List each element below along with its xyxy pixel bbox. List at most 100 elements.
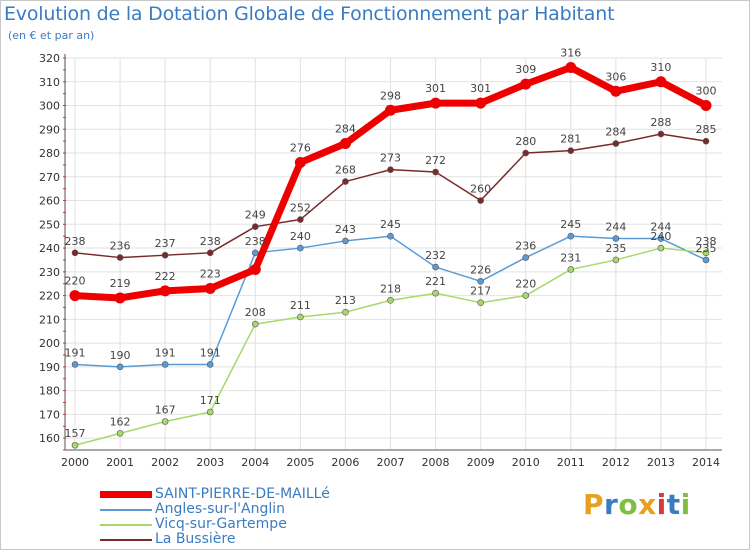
data-label: 249	[245, 209, 266, 222]
data-label: 301	[470, 82, 491, 95]
data-point	[161, 418, 169, 425]
data-point	[161, 361, 169, 368]
y-tick-label: 180	[39, 385, 60, 398]
logo-letter: o	[618, 488, 639, 521]
logo-letter: i	[656, 488, 667, 521]
y-tick-label: 250	[39, 218, 60, 231]
y-tick-label: 300	[39, 100, 60, 113]
data-label: 236	[110, 240, 131, 253]
data-label: 191	[200, 346, 221, 359]
data-label: 208	[245, 306, 266, 319]
data-label: 167	[155, 403, 176, 416]
data-label: 284	[335, 123, 356, 136]
x-tick-label: 2012	[602, 456, 630, 469]
legend-swatch-la-bussiere	[100, 539, 152, 541]
x-tick-label: 2002	[151, 456, 179, 469]
y-tick-label: 240	[39, 242, 60, 255]
data-point	[71, 441, 79, 449]
x-tick-label: 2000	[61, 456, 89, 469]
legend-label-angles: Angles-sur-l'Anglin	[155, 501, 285, 517]
proxiti-logo: Proxiti	[583, 488, 691, 521]
data-label: 240	[290, 230, 311, 243]
legend-swatch-vicq	[100, 524, 152, 526]
data-point	[387, 166, 394, 173]
data-point	[342, 178, 349, 185]
data-point	[475, 97, 487, 109]
y-tick-label: 210	[39, 313, 60, 326]
x-tick-label: 2005	[286, 456, 314, 469]
data-label: 238	[200, 235, 221, 248]
data-label: 238	[696, 235, 717, 248]
data-point	[700, 100, 712, 112]
x-tick-label: 2009	[467, 456, 495, 469]
data-label: 211	[290, 299, 311, 312]
data-point	[655, 76, 667, 88]
data-label: 273	[380, 152, 401, 165]
data-label: 260	[470, 183, 491, 196]
y-tick-label: 160	[39, 432, 60, 445]
data-point	[342, 308, 349, 316]
data-label: 237	[155, 237, 176, 250]
data-label: 281	[560, 133, 581, 146]
data-label: 252	[290, 202, 311, 215]
data-label: 222	[155, 270, 176, 283]
data-point	[206, 361, 214, 368]
data-point	[294, 157, 306, 169]
data-label: 245	[380, 218, 401, 231]
data-label: 245	[560, 218, 581, 231]
logo-letter: x	[638, 488, 657, 521]
data-point	[342, 237, 349, 245]
data-point	[161, 251, 169, 259]
y-tick-label: 320	[39, 52, 60, 65]
chart-subtitle: (en € et par an)	[8, 29, 95, 42]
data-point	[69, 290, 81, 302]
data-label: 310	[650, 61, 671, 74]
x-tick-label: 2011	[557, 456, 585, 469]
data-label: 244	[650, 221, 671, 234]
y-tick-label: 260	[39, 195, 60, 208]
data-point	[612, 140, 620, 147]
data-point	[116, 363, 124, 371]
data-label: 272	[425, 154, 446, 167]
data-point	[297, 244, 304, 252]
data-label: 171	[200, 394, 221, 407]
data-point	[567, 232, 575, 240]
x-tick-label: 2010	[512, 456, 540, 469]
x-tick-label: 2004	[241, 456, 269, 469]
data-point	[612, 235, 620, 242]
data-label: 217	[470, 285, 491, 298]
data-point	[204, 282, 216, 294]
data-point	[297, 313, 304, 321]
data-point	[702, 249, 710, 257]
data-label: 284	[605, 126, 626, 139]
chart-title: Evolution de la Dotation Globale de Fonc…	[4, 3, 615, 25]
data-point	[114, 292, 126, 304]
data-point	[522, 149, 530, 157]
data-point	[385, 104, 396, 116]
data-point	[432, 168, 439, 176]
data-label: 309	[515, 63, 536, 76]
data-point	[657, 130, 665, 138]
legend-label-la-bussiere: La Bussière	[155, 531, 236, 547]
data-point	[206, 408, 214, 416]
data-point	[610, 85, 622, 97]
data-label: 288	[650, 116, 671, 129]
data-label: 220	[65, 275, 86, 288]
y-tick-label: 220	[39, 290, 60, 303]
data-label: 238	[65, 235, 86, 248]
data-point	[477, 299, 484, 307]
data-point	[251, 320, 259, 328]
legend-swatch-angles	[100, 509, 152, 511]
data-label: 190	[110, 349, 131, 362]
data-point	[657, 235, 665, 242]
data-label: 316	[560, 47, 581, 60]
data-point	[432, 289, 439, 297]
data-label: 218	[380, 282, 401, 295]
data-point	[249, 263, 261, 275]
data-label: 221	[425, 275, 446, 288]
data-point	[71, 249, 79, 257]
legend-label-vicq: Vicq-sur-Gartempe	[155, 516, 287, 532]
data-point	[657, 244, 665, 252]
data-label: 298	[380, 89, 401, 102]
data-point	[251, 223, 259, 230]
